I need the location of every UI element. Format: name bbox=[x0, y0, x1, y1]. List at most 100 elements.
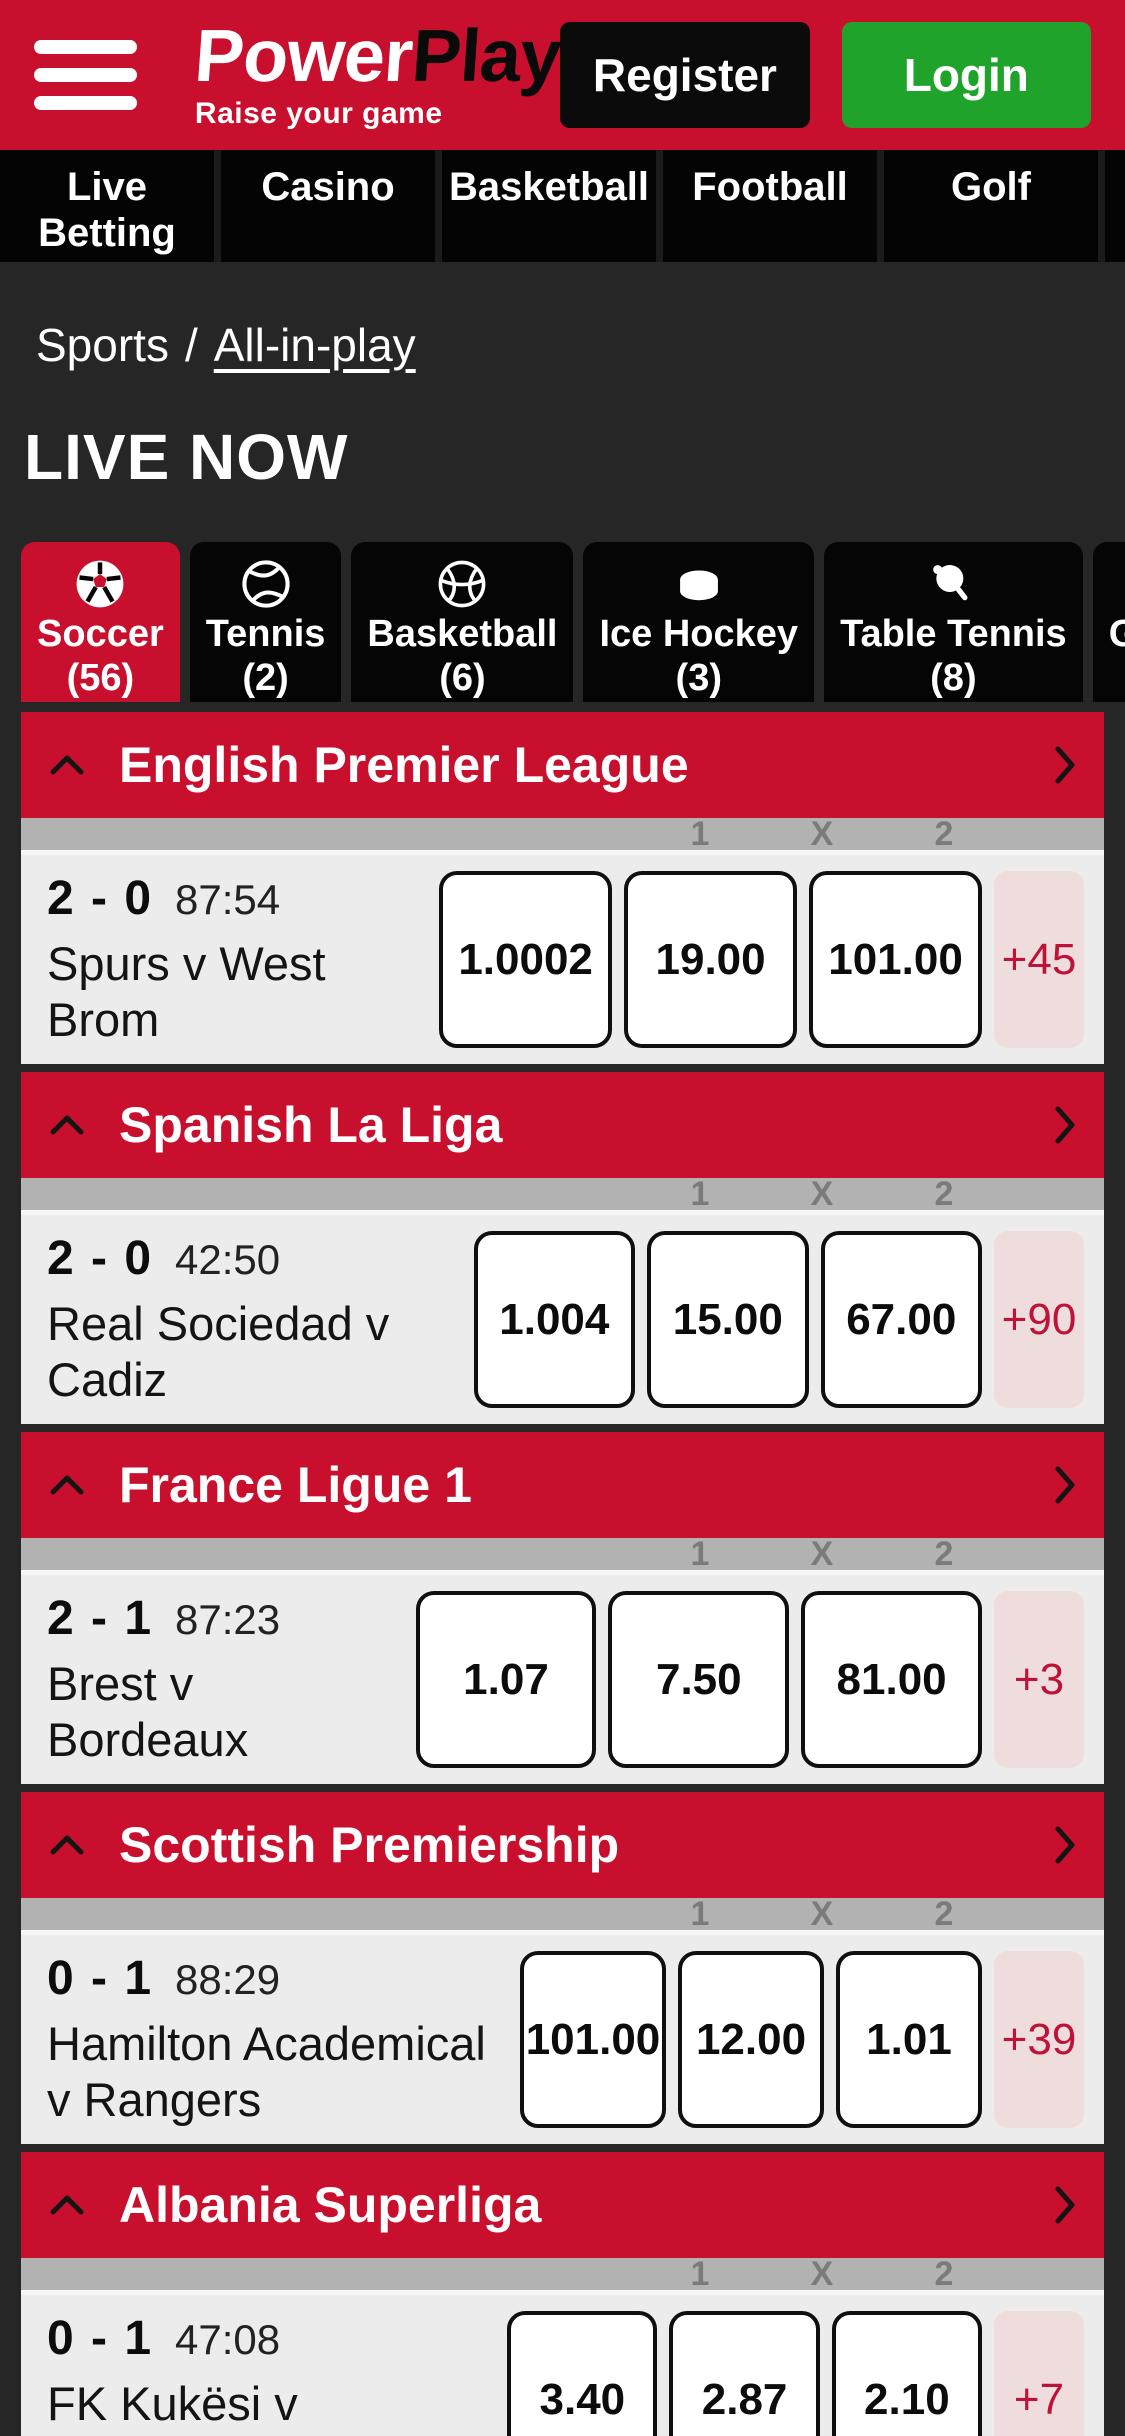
nav-item-partial[interactable] bbox=[1105, 150, 1125, 262]
tab-soccer-label: Soccer bbox=[37, 613, 164, 655]
chevron-right-icon bbox=[1055, 2186, 1075, 2224]
league-header-epl[interactable]: English Premier League bbox=[21, 712, 1104, 818]
chevron-up-icon bbox=[50, 1115, 84, 1135]
odds-button-draw[interactable]: 7.50 bbox=[608, 1591, 790, 1768]
market-header-bar: 1 X 2 bbox=[21, 1895, 1104, 1933]
market-header-2: 2 bbox=[934, 1534, 954, 1573]
nav-item-live-betting[interactable]: Live Betting bbox=[0, 150, 214, 262]
basketball-icon bbox=[435, 556, 489, 612]
tab-ice-hockey-label: Ice Hockey bbox=[599, 613, 799, 655]
chevron-up-icon bbox=[50, 1835, 84, 1855]
match-row[interactable]: 0 - 1 88:29 Hamilton Academical v Ranger… bbox=[21, 1930, 1104, 2144]
chevron-right-icon bbox=[1055, 1826, 1075, 1864]
more-markets-chip[interactable]: +39 bbox=[994, 1951, 1084, 2128]
match-teams: Real Sociedad v Cadiz bbox=[47, 1297, 390, 1406]
odds-button-draw[interactable]: 2.87 bbox=[669, 2311, 820, 2436]
tab-table-tennis-count: (8) bbox=[930, 657, 977, 699]
match-info: 0 - 1 47:08 FK Kukësi v Kastrioti Krujë bbox=[47, 2311, 495, 2436]
odds-button-home[interactable]: 1.07 bbox=[415, 1591, 597, 1768]
match-info: 2 - 1 87:23 Brest v Bordeaux bbox=[47, 1591, 404, 1768]
logo-tagline: Raise your game bbox=[194, 97, 443, 130]
match-row[interactable]: 2 - 1 87:23 Brest v Bordeaux 1.07 7.50 8… bbox=[21, 1570, 1104, 1784]
hamburger-menu-icon[interactable] bbox=[34, 40, 137, 110]
nav-item-basketball[interactable]: Basketball bbox=[442, 150, 656, 262]
more-markets-chip[interactable]: +3 bbox=[994, 1591, 1085, 1768]
odds-button-away[interactable]: 2.10 bbox=[831, 2311, 982, 2436]
tab-tennis-label: Tennis bbox=[205, 613, 326, 655]
tab-table-tennis[interactable]: Table Tennis (8) bbox=[824, 542, 1083, 702]
league-section: Scottish Premiership 1 X 2 0 - 1 88:29 H… bbox=[21, 1792, 1104, 2144]
odds-button-home[interactable]: 3.40 bbox=[507, 2311, 658, 2436]
match-row[interactable]: 2 - 0 42:50 Real Sociedad v Cadiz 1.004 … bbox=[21, 1210, 1104, 1424]
login-button[interactable]: Login bbox=[841, 22, 1092, 128]
league-header-la-liga[interactable]: Spanish La Liga bbox=[21, 1072, 1104, 1178]
league-header-albania[interactable]: Albania Superliga bbox=[21, 2152, 1104, 2258]
league-name: France Ligue 1 bbox=[119, 1457, 472, 1513]
breadcrumb-sports-link[interactable]: Sports bbox=[36, 319, 169, 371]
odds-button-home[interactable]: 1.004 bbox=[473, 1231, 636, 1408]
tab-tennis-count: (2) bbox=[242, 657, 289, 699]
more-markets-chip[interactable]: +45 bbox=[994, 871, 1084, 1048]
odds-button-draw[interactable]: 19.00 bbox=[624, 871, 798, 1048]
odds-button-home[interactable]: 101.00 bbox=[520, 1951, 666, 2128]
tab-golf-label: Golf bbox=[1108, 613, 1125, 655]
tab-basketball[interactable]: Basketball (6) bbox=[351, 542, 574, 702]
odds-button-home[interactable]: 1.0002 bbox=[439, 871, 613, 1048]
breadcrumb: Sports / All-in-play bbox=[36, 318, 1125, 372]
nav-item-casino[interactable]: Casino bbox=[221, 150, 435, 262]
match-time: 47:08 bbox=[175, 2316, 281, 2363]
match-score: 2 - 0 bbox=[47, 872, 154, 925]
match-time: 87:23 bbox=[175, 1596, 281, 1643]
odds-button-away[interactable]: 101.00 bbox=[809, 871, 982, 1048]
soccer-ball-icon bbox=[73, 556, 127, 612]
tab-basketball-label: Basketball bbox=[367, 613, 558, 655]
odds-button-away[interactable]: 1.01 bbox=[836, 1951, 982, 2128]
tab-table-tennis-label: Table Tennis bbox=[840, 613, 1067, 655]
tab-golf[interactable]: Golf (1) bbox=[1092, 542, 1125, 702]
market-header-1: 1 bbox=[690, 2254, 710, 2293]
market-header-x: X bbox=[810, 1174, 834, 1213]
top-nav: Live Betting Casino Basketball Football … bbox=[0, 150, 1125, 262]
match-score: 2 - 0 bbox=[47, 1232, 154, 1285]
match-row[interactable]: 2 - 0 87:54 Spurs v West Brom 1.0002 19.… bbox=[21, 850, 1104, 1064]
match-info: 0 - 1 88:29 Hamilton Academical v Ranger… bbox=[47, 1951, 508, 2128]
odds-button-away[interactable]: 81.00 bbox=[801, 1591, 983, 1768]
register-button[interactable]: Register bbox=[560, 22, 810, 128]
chevron-right-icon bbox=[1055, 1106, 1075, 1144]
tab-soccer[interactable]: Soccer (56) bbox=[21, 542, 180, 702]
logo-wordmark: PowerPlay bbox=[192, 14, 563, 97]
league-section: English Premier League 1 X 2 2 - 0 87:54… bbox=[21, 712, 1104, 1064]
match-time: 87:54 bbox=[175, 876, 281, 923]
market-header-bar: 1 X 2 bbox=[21, 815, 1104, 853]
league-name: English Premier League bbox=[119, 737, 689, 793]
match-teams: Hamilton Academical v Rangers bbox=[47, 2017, 486, 2126]
odds-button-away[interactable]: 67.00 bbox=[820, 1231, 982, 1408]
league-header-scottish[interactable]: Scottish Premiership bbox=[21, 1792, 1104, 1898]
breadcrumb-separator: / bbox=[184, 319, 198, 371]
league-header-ligue1[interactable]: France Ligue 1 bbox=[21, 1432, 1104, 1538]
odds-button-draw[interactable]: 15.00 bbox=[647, 1231, 809, 1408]
market-header-2: 2 bbox=[934, 2254, 954, 2293]
tab-soccer-count: (56) bbox=[66, 657, 135, 699]
logo[interactable]: PowerPlay Raise your game bbox=[192, 14, 563, 131]
chevron-up-icon bbox=[50, 1475, 84, 1495]
nav-item-golf[interactable]: Golf bbox=[884, 150, 1098, 262]
match-score: 2 - 1 bbox=[47, 1592, 154, 1645]
more-markets-chip[interactable]: +7 bbox=[993, 2311, 1084, 2436]
market-header-bar: 1 X 2 bbox=[21, 1535, 1104, 1573]
more-markets-chip[interactable]: +90 bbox=[994, 1231, 1084, 1408]
match-row[interactable]: 0 - 1 47:08 FK Kukësi v Kastrioti Krujë … bbox=[21, 2290, 1104, 2436]
tab-tennis[interactable]: Tennis (2) bbox=[189, 542, 342, 702]
market-header-1: 1 bbox=[690, 1174, 710, 1213]
market-header-2: 2 bbox=[934, 1894, 954, 1933]
nav-item-football[interactable]: Football bbox=[663, 150, 877, 262]
match-info: 2 - 0 87:54 Spurs v West Brom bbox=[47, 871, 427, 1048]
page-title: LIVE NOW bbox=[24, 421, 349, 493]
sport-tabs: Soccer (56) Tennis (2) Basketball (6) bbox=[21, 542, 1125, 702]
breadcrumb-all-in-play-link[interactable]: All-in-play bbox=[213, 319, 416, 371]
app-header: PowerPlay Raise your game Register Login bbox=[0, 0, 1125, 150]
odds-button-draw[interactable]: 12.00 bbox=[678, 1951, 824, 2128]
logo-play-text: Play bbox=[409, 14, 564, 97]
tennis-ball-icon bbox=[239, 556, 293, 612]
tab-ice-hockey[interactable]: Ice Hockey (3) bbox=[583, 542, 815, 702]
